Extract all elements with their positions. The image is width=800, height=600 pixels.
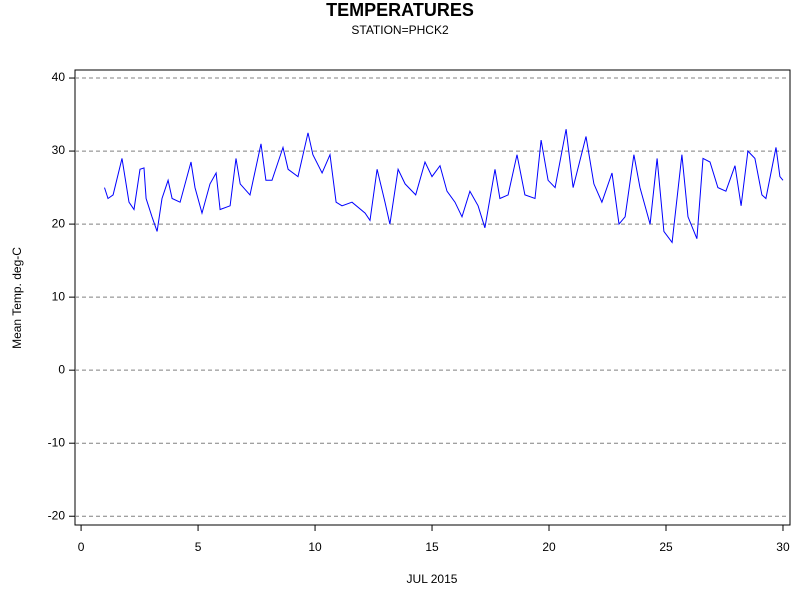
- y-tick-label: 10: [52, 289, 66, 303]
- x-tick-label: 15: [425, 540, 439, 554]
- x-tick-label: 30: [776, 540, 790, 554]
- x-tick-label: 0: [78, 540, 85, 554]
- data-line: [104, 129, 784, 244]
- x-axis-label: JUL 2015: [407, 572, 458, 586]
- y-tick-label: -20: [48, 508, 66, 522]
- y-axis-label: Mean Temp. deg-C: [10, 247, 24, 349]
- y-tick-label: 30: [52, 143, 66, 157]
- chart-subtitle: STATION=PHCK2: [351, 23, 449, 37]
- chart-title: TEMPERATURES: [326, 0, 474, 20]
- y-tick-label: 40: [52, 70, 66, 84]
- x-tick-label: 20: [542, 540, 556, 554]
- y-tick-label: 0: [58, 362, 65, 376]
- y-tick-label: -10: [48, 435, 66, 449]
- x-tick-label: 5: [195, 540, 202, 554]
- y-tick-label: 20: [52, 216, 66, 230]
- x-tick-label: 10: [308, 540, 322, 554]
- x-tick-label: 25: [659, 540, 673, 554]
